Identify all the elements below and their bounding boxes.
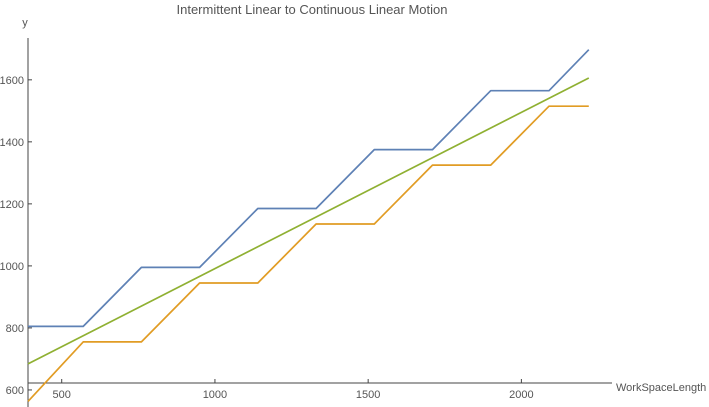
y-tick-label: 1000 <box>0 261 24 273</box>
series-layer <box>27 49 590 402</box>
y-tick-label: 800 <box>6 323 24 335</box>
series-line-3 <box>27 77 590 365</box>
x-axis-label: WorkSpaceLength <box>616 382 706 394</box>
x-ticks: 500 1000 1500 2000 <box>53 379 534 401</box>
y-tick-label: 1600 <box>0 75 24 87</box>
y-tick-label: 600 <box>6 385 24 397</box>
x-tick-label: 500 <box>53 389 71 401</box>
y-tick-label: 1400 <box>0 137 24 149</box>
chart-title: Intermittent Linear to Continuous Linear… <box>177 2 448 17</box>
series-line-2 <box>27 105 589 402</box>
series-line-1 <box>28 49 590 328</box>
y-axis-label: y <box>22 17 28 29</box>
x-tick-label: 1000 <box>203 389 227 401</box>
x-tick-label: 1500 <box>356 389 380 401</box>
y-ticks: 600 800 1000 1200 1400 1600 <box>0 75 32 397</box>
y-tick-label: 1200 <box>0 199 24 211</box>
x-tick-label: 2000 <box>509 389 533 401</box>
